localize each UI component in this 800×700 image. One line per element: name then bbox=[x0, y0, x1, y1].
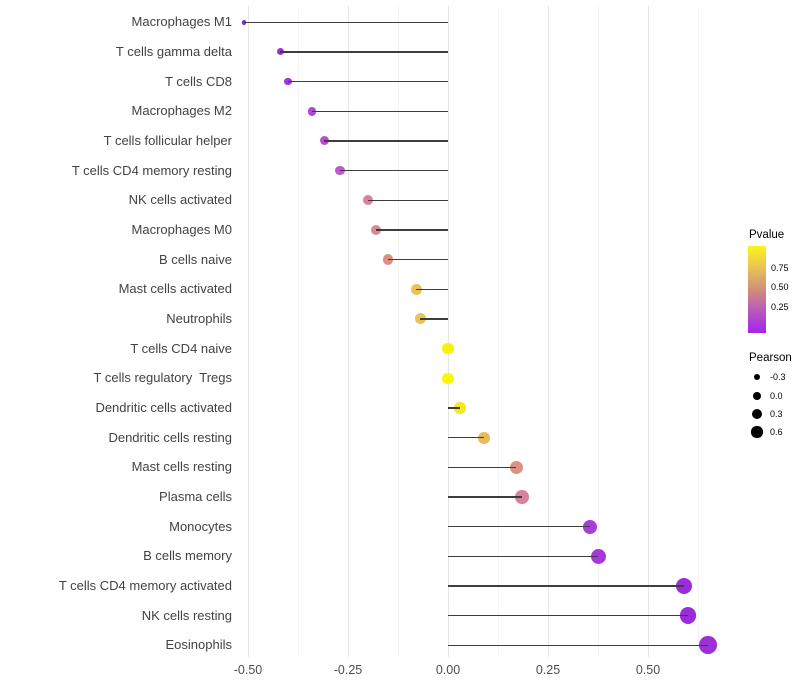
legend-pvalue-title: Pvalue bbox=[749, 229, 785, 241]
x-tick-label: -0.25 bbox=[333, 663, 363, 677]
pvalue-tick-label: 0.75 bbox=[771, 263, 789, 273]
pearson-size-dot bbox=[751, 426, 763, 438]
lollipop-stem bbox=[448, 436, 484, 439]
lollipop-stem bbox=[416, 288, 448, 290]
lollipop-dot bbox=[515, 490, 529, 504]
category-label: NK cells resting bbox=[141, 607, 232, 623]
pearson-size-dot bbox=[753, 373, 761, 381]
category-label: Macrophages M0 bbox=[131, 221, 232, 237]
lollipop-dot bbox=[442, 372, 454, 384]
grid-line-minor bbox=[397, 6, 399, 657]
x-tick-label: 0.50 bbox=[635, 663, 661, 677]
category-label: T cells follicular helper bbox=[103, 132, 232, 148]
category-label: Mast cells resting bbox=[131, 459, 232, 475]
grid-line-minor bbox=[297, 6, 299, 657]
lollipop-stem bbox=[368, 199, 448, 201]
lollipop-dot bbox=[442, 342, 454, 355]
lollipop-dot bbox=[590, 548, 606, 564]
category-label: Dendritic cells resting bbox=[108, 429, 232, 445]
category-label: B cells naive bbox=[159, 251, 232, 267]
lollipop-stem bbox=[324, 140, 448, 142]
pearson-size-label: 0.3 bbox=[770, 409, 783, 419]
pearson-size-dot bbox=[752, 391, 762, 401]
pvalue-gradient-bar bbox=[748, 246, 766, 333]
category-label: T cells CD4 naive bbox=[130, 340, 232, 356]
lollipop-stem bbox=[448, 466, 516, 468]
category-label: Macrophages M1 bbox=[131, 14, 232, 30]
pvalue-tick-label: 0.50 bbox=[771, 282, 789, 292]
x-tick-label: 0.00 bbox=[435, 663, 461, 677]
category-label: T cells CD8 bbox=[165, 73, 232, 89]
category-label: T cells CD4 memory resting bbox=[71, 162, 232, 178]
category-label: Plasma cells bbox=[159, 488, 232, 504]
lollipop-stem bbox=[448, 525, 590, 528]
lollipop-stem bbox=[448, 555, 598, 557]
x-tick-label: 0.25 bbox=[535, 663, 561, 677]
grid-line-major bbox=[647, 6, 649, 657]
category-label: T cells CD4 memory activated bbox=[58, 577, 232, 593]
lollipop-stem bbox=[448, 496, 522, 498]
grid-line-minor bbox=[497, 6, 499, 657]
category-label: T cells regulatory Tregs bbox=[93, 370, 232, 386]
lollipop-stem bbox=[244, 21, 448, 23]
lollipop-stem bbox=[448, 407, 460, 409]
grid-line-minor bbox=[597, 6, 599, 657]
lollipop-dot bbox=[454, 402, 466, 414]
grid-line-major bbox=[447, 6, 449, 657]
grid-line-major bbox=[247, 6, 249, 657]
grid-line-major bbox=[347, 6, 349, 657]
lollipop-dot bbox=[583, 519, 597, 534]
x-tick-label: -0.50 bbox=[233, 663, 263, 677]
pearson-size-label: 0.6 bbox=[770, 427, 783, 437]
category-label: Monocytes bbox=[169, 518, 232, 534]
lollipop-stem bbox=[376, 229, 448, 231]
grid-line-major bbox=[547, 6, 549, 657]
lollipop-stem bbox=[388, 258, 448, 261]
lollipop-stem bbox=[288, 80, 448, 83]
grid-line-minor bbox=[697, 6, 699, 657]
category-label: Neutrophils bbox=[166, 310, 232, 326]
lollipop-stem bbox=[312, 110, 448, 112]
lollipop-stem bbox=[340, 169, 448, 172]
lollipop-stem bbox=[448, 644, 708, 646]
lollipop-stem bbox=[448, 585, 684, 587]
lollipop-stem bbox=[280, 51, 448, 53]
lollipop-dot bbox=[675, 577, 693, 595]
pearson-size-label: 0.0 bbox=[770, 391, 783, 401]
pvalue-tick-label: 0.25 bbox=[771, 302, 789, 312]
category-label: NK cells activated bbox=[128, 192, 232, 208]
category-label: Dendritic cells activated bbox=[95, 399, 232, 415]
lollipop-stem bbox=[420, 318, 448, 320]
category-label: Eosinophils bbox=[165, 637, 233, 653]
category-label: Macrophages M2 bbox=[131, 103, 232, 119]
lollipop-dot bbox=[509, 460, 523, 474]
lollipop-dot bbox=[679, 607, 697, 624]
lollipop-dot bbox=[699, 636, 717, 654]
lollipop-stem bbox=[448, 614, 688, 617]
legend-pearson-title: Pearson bbox=[749, 352, 792, 364]
lollipop-dot bbox=[478, 431, 490, 444]
category-label: T cells gamma delta bbox=[115, 43, 232, 59]
category-label: B cells memory bbox=[143, 548, 232, 564]
category-label: Mast cells activated bbox=[118, 281, 232, 297]
pearson-size-dot bbox=[752, 409, 762, 419]
pearson-size-label: -0.3 bbox=[770, 372, 786, 382]
